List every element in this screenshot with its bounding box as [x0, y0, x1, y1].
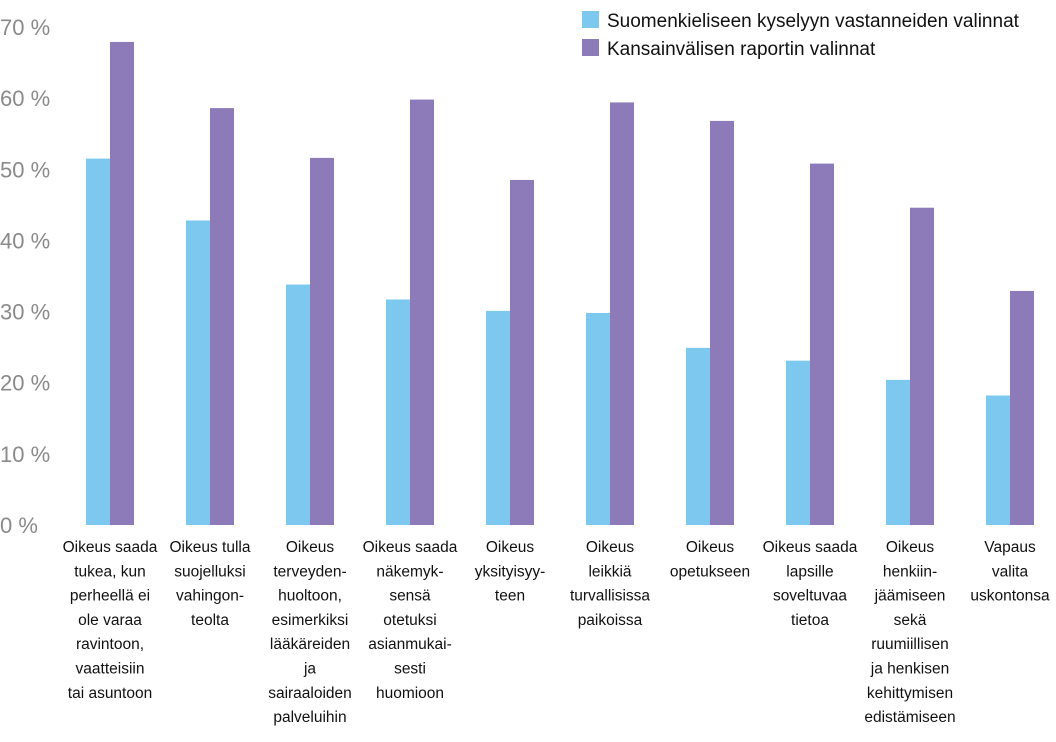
bar-international — [610, 102, 634, 525]
legend-swatch-finnish — [582, 11, 599, 28]
legend: Suomenkieliseen kyselyyn vastanneiden va… — [582, 11, 1020, 60]
category-label: Oikeus saada lapsille soveltuvaa tietoa — [763, 539, 858, 629]
bar-international — [110, 41, 134, 525]
bar-finnish — [486, 310, 510, 525]
bar-international — [910, 207, 934, 525]
bar-finnish — [786, 360, 810, 525]
y-tick-label: 60 % — [0, 86, 50, 111]
bar-finnish — [886, 379, 910, 525]
y-axis: 0 % 10 % 20 % 30 % 40 % 50 % 60 % 70 % — [0, 15, 50, 538]
legend-swatch-international — [582, 39, 599, 56]
bar-international — [810, 163, 834, 525]
y-tick-label: 20 % — [0, 371, 50, 396]
bar-international — [410, 99, 434, 526]
bar-international — [510, 179, 534, 525]
bar-international — [310, 157, 334, 525]
category-label: Oikeus tulla suojelluksi vahingon-teolta — [170, 539, 251, 629]
y-tick-label: 10 % — [0, 442, 50, 467]
category-label: Vapaus valita uskontonsa — [970, 539, 1050, 605]
category-label: Oikeus yksityisyy-teen — [475, 539, 546, 605]
bar-finnish — [386, 299, 410, 525]
category-label: Oikeus saada näkemyk-sensä otetuksi asianmu… — [363, 539, 458, 702]
bars — [86, 41, 1034, 526]
bar-finnish — [286, 284, 310, 525]
y-tick-label: 50 % — [0, 157, 50, 182]
y-tick-label: 0 % — [0, 513, 38, 538]
legend-label-finnish: Suomenkieliseen kyselyyn vastanneiden va… — [607, 11, 1020, 32]
y-tick-label: 70 % — [0, 15, 50, 40]
category-label: Oikeus saada tukea, kun perheellä ei ole va… — [63, 539, 158, 702]
category-label: Oikeus henkiin-jäämiseen sekä ruumiillisen j… — [864, 539, 955, 726]
category-label: Oikeus opetukseen — [670, 539, 750, 580]
bar-finnish — [86, 158, 110, 525]
bar-international — [1010, 290, 1034, 525]
category-label: Oikeus leikkiä turvallisissa paikoissa — [570, 539, 650, 629]
bar-finnish — [586, 312, 610, 525]
y-tick-label: 30 % — [0, 300, 50, 325]
bar-finnish — [686, 347, 710, 525]
legend-label-international: Kansainvälisen raportin valinnat — [607, 39, 876, 60]
bar-international — [210, 108, 234, 526]
bar-international — [710, 120, 734, 525]
bar-finnish — [186, 220, 210, 525]
category-label: Oikeus terveyden-huoltoon, esimerkiksi lääk… — [268, 539, 352, 726]
category-labels: Oikeus saada tukea, kun perheellä ei ole va… — [63, 539, 1050, 726]
bar-finnish — [986, 395, 1010, 525]
y-tick-label: 40 % — [0, 228, 50, 253]
